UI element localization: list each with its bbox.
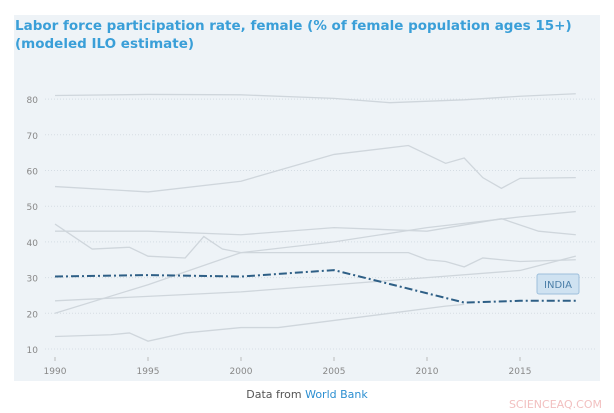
y-tick-label: 10 [27,346,39,356]
x-tick-label: 2005 [323,367,346,377]
x-tick-label: 1995 [137,367,160,377]
watermark: SCIENCEAQ.COM [508,398,602,411]
india-series-line [54,269,576,304]
x-tick-label: 2000 [230,367,253,377]
y-tick-label: 30 [27,275,39,285]
y-tick-label: 80 [27,96,39,106]
world-bank-link[interactable]: World Bank [305,388,368,401]
y-tick-label: 40 [27,239,39,249]
x-tick-label: 2015 [509,367,532,377]
country-series-line [54,255,576,302]
country-series-line [55,218,576,236]
chart-panel [14,15,600,381]
india-label-box [536,273,580,295]
chart-title: Labor force participation rate, female (… [15,18,572,52]
x-tick-label: 1990 [44,367,67,377]
india-label: INDIA [544,280,572,291]
y-tick-label: 60 [27,168,39,178]
country-series-line [54,144,576,193]
country-series-line [54,223,576,268]
y-tick-label: 70 [27,132,39,142]
source-footer: Data from World Bank [0,388,614,401]
y-tick-label: 50 [27,203,39,213]
country-series-line [54,210,576,314]
y-tick-label: 20 [27,310,39,320]
country-series-line [54,93,576,104]
x-tick-label: 2010 [416,367,439,377]
source-prefix: Data from [246,388,306,401]
country-series-line [54,303,465,342]
